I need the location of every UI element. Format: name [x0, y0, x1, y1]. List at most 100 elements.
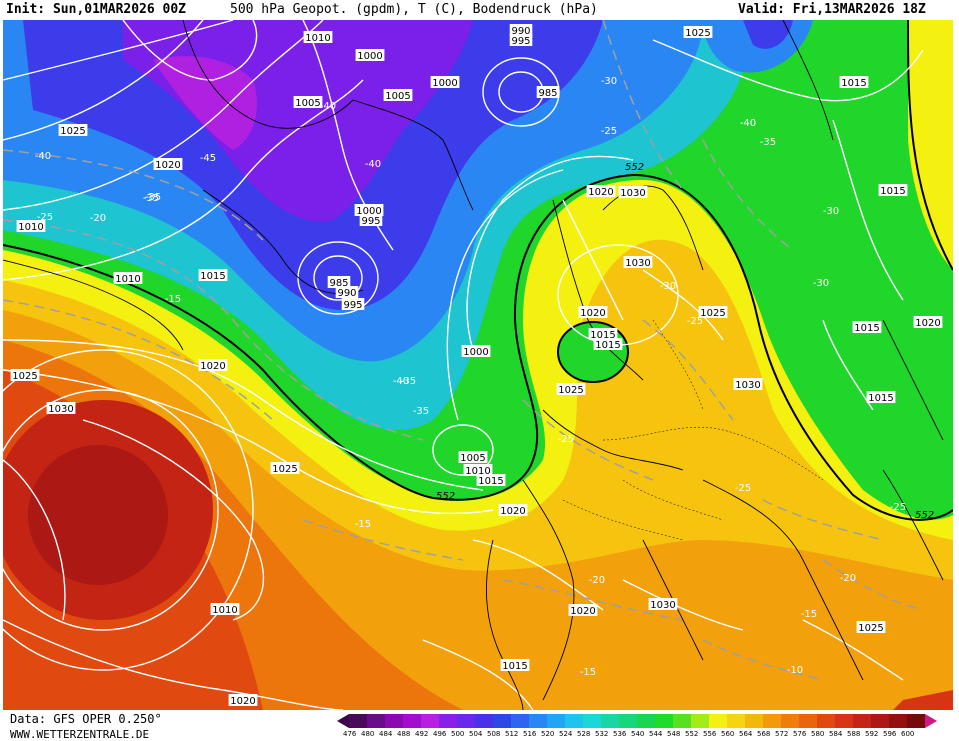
- legend-arrow-right: [925, 714, 937, 728]
- temperature-label: -35: [143, 193, 159, 204]
- temperature-label: -35: [145, 192, 161, 203]
- legend-swatch: [691, 714, 709, 728]
- svg-text:1015: 1015: [595, 340, 620, 351]
- pressure-label: 1020: [578, 306, 608, 319]
- legend-swatch: [871, 714, 889, 728]
- svg-text:1015: 1015: [590, 330, 615, 341]
- borders: [562, 319, 824, 541]
- pressure-label: 1015: [500, 659, 530, 672]
- svg-text:1025: 1025: [12, 371, 37, 382]
- legend-tick-label: 476: [343, 730, 357, 738]
- svg-text:-35: -35: [143, 193, 159, 204]
- svg-text:1020: 1020: [155, 160, 180, 171]
- svg-text:1025: 1025: [700, 308, 725, 319]
- legend-swatch: [565, 714, 583, 728]
- temperature-label: -25: [890, 502, 906, 513]
- legend-tick-label: 588: [847, 730, 861, 738]
- svg-text:1015: 1015: [478, 476, 503, 487]
- svg-text:1010: 1010: [115, 274, 140, 285]
- legend-tick-label: 512: [505, 730, 519, 738]
- contour-552-label: 552: [436, 491, 455, 502]
- legend-swatch: [763, 714, 781, 728]
- svg-text:-35: -35: [760, 137, 776, 148]
- svg-text:1005: 1005: [385, 91, 410, 102]
- svg-text:-35: -35: [145, 192, 161, 203]
- pressure-label: 1000: [430, 76, 460, 89]
- pressure-label: 1015: [198, 269, 228, 282]
- legend-tick-label: 552: [685, 730, 699, 738]
- svg-text:-20: -20: [90, 213, 106, 224]
- legend-swatch: [835, 714, 853, 728]
- temperature-label: -40: [35, 151, 51, 162]
- temperature-label: -40: [393, 376, 409, 387]
- svg-text:1025: 1025: [858, 623, 883, 634]
- svg-text:1020: 1020: [200, 361, 225, 372]
- pressure-label: 1030: [46, 402, 76, 415]
- svg-text:-45: -45: [200, 153, 216, 164]
- svg-text:-30: -30: [660, 281, 676, 292]
- pressure-label: 1010: [303, 31, 333, 44]
- pressure-label: 1030: [618, 186, 648, 199]
- legend-tick-label: 500: [451, 730, 465, 738]
- pressure-label: 1025: [58, 124, 88, 137]
- svg-text:1005: 1005: [295, 98, 320, 109]
- weather-map: 1010 1000 990 995 985 1025 1005 1000 1020 1015 101…: [3, 20, 953, 710]
- legend-swatch: [619, 714, 637, 728]
- temperature-label: -35: [400, 376, 416, 387]
- svg-text:1025: 1025: [60, 126, 85, 137]
- pressure-label: 1030: [648, 598, 678, 611]
- svg-text:1015: 1015: [854, 323, 879, 334]
- data-source: Data: GFS OPER 0.250°: [10, 712, 162, 726]
- svg-text:1025: 1025: [685, 28, 710, 39]
- legend-tick-label: 576: [793, 730, 807, 738]
- svg-text:1025: 1025: [272, 464, 297, 475]
- legend-swatch: [547, 714, 565, 728]
- pressure-label: 1020: [198, 359, 228, 372]
- svg-text:1010: 1010: [465, 466, 490, 477]
- svg-text:995: 995: [361, 216, 380, 227]
- svg-text:1030: 1030: [735, 380, 760, 391]
- legend-swatch: [403, 714, 421, 728]
- svg-text:-40: -40: [740, 118, 756, 129]
- temperature-label: -30: [823, 206, 839, 217]
- svg-text:1015: 1015: [502, 661, 527, 672]
- svg-text:985: 985: [538, 88, 557, 99]
- pressure-label: 1025: [698, 306, 728, 319]
- legend-tick-label: 508: [487, 730, 501, 738]
- temperature-label: -40: [320, 101, 336, 112]
- svg-text:1015: 1015: [841, 78, 866, 89]
- svg-text:-25: -25: [735, 483, 751, 494]
- pressure-label: 1015: [588, 328, 618, 341]
- legend-swatch: [637, 714, 655, 728]
- pressure-label: 990: [335, 286, 359, 299]
- svg-text:1030: 1030: [48, 404, 73, 415]
- svg-text:1020: 1020: [500, 506, 525, 517]
- temperature-label: -25: [735, 483, 751, 494]
- pressure-label: 1015: [593, 338, 623, 351]
- svg-text:1000: 1000: [432, 78, 457, 89]
- pressure-label: 1025: [683, 26, 713, 39]
- pressure-label: 1025: [856, 621, 886, 634]
- legend-tick-label: 536: [613, 730, 627, 738]
- legend-tick-label: 504: [469, 730, 483, 738]
- svg-text:-25: -25: [601, 126, 617, 137]
- pressure-label: 1005: [293, 96, 323, 109]
- svg-text:1020: 1020: [915, 318, 940, 329]
- svg-text:-25: -25: [890, 502, 906, 513]
- pressure-label: 990: [509, 24, 533, 37]
- svg-text:1030: 1030: [625, 258, 650, 269]
- svg-text:1015: 1015: [200, 271, 225, 282]
- map-header: Init: Sun,01MAR2026 00Z 500 hPa Geopot. …: [0, 0, 959, 20]
- legend-tick-label: 556: [703, 730, 717, 738]
- legend-swatch: [781, 714, 799, 728]
- legend-swatch: [493, 714, 511, 728]
- east-yellow-strip: [908, 20, 953, 270]
- temperature-label: -25: [601, 126, 617, 137]
- pressure-label: 995: [509, 34, 533, 47]
- pressure-label: 1030: [733, 378, 763, 391]
- svg-text:985: 985: [329, 278, 348, 289]
- pressure-label: 985: [327, 276, 351, 289]
- pressure-label: 1015: [476, 474, 506, 487]
- svg-text:1015: 1015: [880, 186, 905, 197]
- legend-tick-label: 548: [667, 730, 681, 738]
